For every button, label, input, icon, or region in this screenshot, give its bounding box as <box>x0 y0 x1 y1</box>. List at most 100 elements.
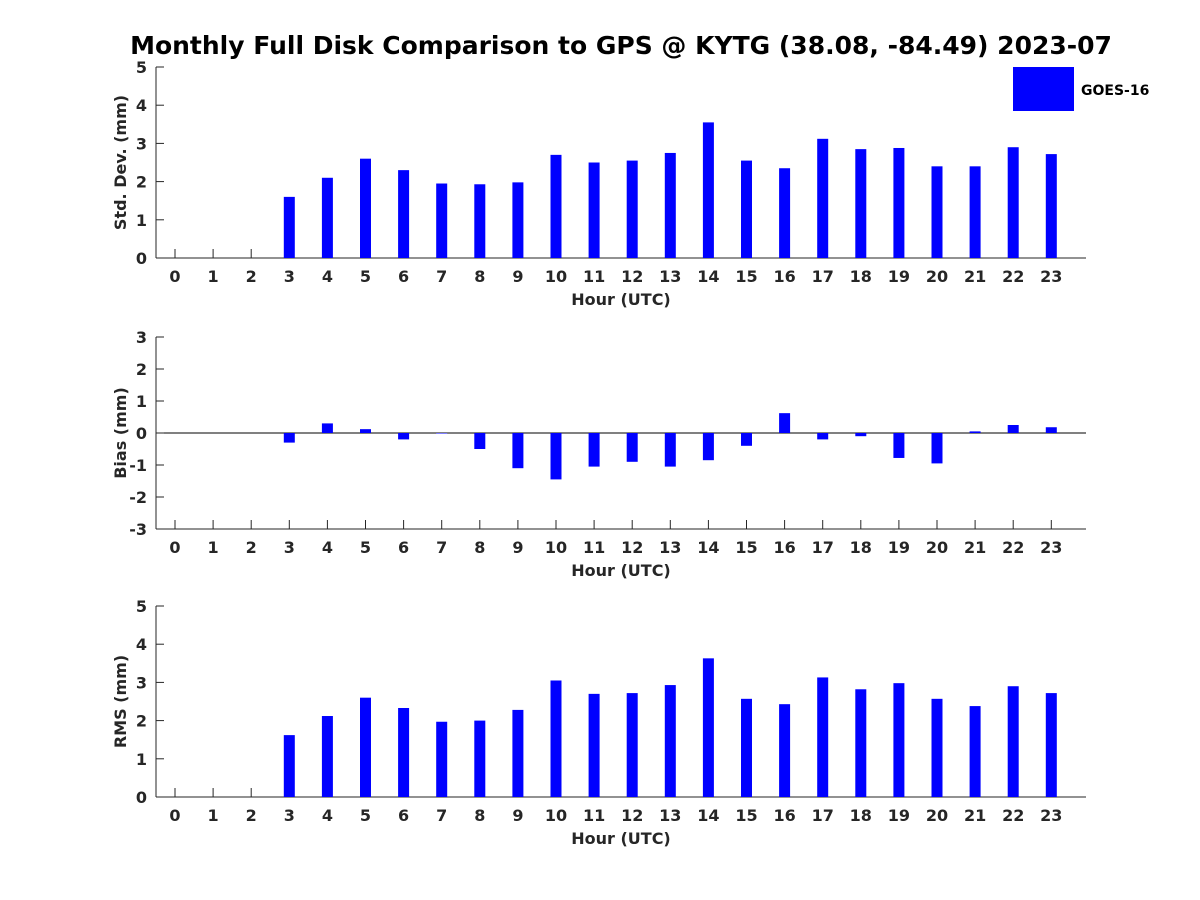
figure-title: Monthly Full Disk Comparison to GPS @ KY… <box>130 31 1112 60</box>
bias-bar-18 <box>855 433 867 437</box>
std-dev-bar-3 <box>283 196 295 258</box>
bias-bar-17 <box>817 433 829 440</box>
y-tick-label: 2 <box>136 360 147 379</box>
rms-bar-8 <box>474 720 486 797</box>
y-tick-label: 1 <box>136 211 147 230</box>
x-tick-label: 9 <box>512 806 523 825</box>
std-dev-bar-13 <box>664 152 676 258</box>
x-tick-label: 16 <box>773 806 795 825</box>
x-tick-label: 23 <box>1040 267 1062 286</box>
rms-bar-15 <box>741 698 752 797</box>
bias-bar-4 <box>321 423 333 433</box>
x-axis-label: Hour (UTC) <box>571 829 671 848</box>
legend-label-goes16: GOES-16 <box>1081 83 1149 99</box>
std-dev-bar-21 <box>969 166 981 258</box>
rms-bar-20 <box>931 698 943 797</box>
x-tick-label: 20 <box>926 538 948 557</box>
rms-bar-13 <box>664 685 676 797</box>
std-dev-bar-18 <box>855 149 867 258</box>
x-tick-label: 10 <box>545 806 567 825</box>
x-tick-label: 2 <box>246 806 257 825</box>
bias-bar-21 <box>969 431 981 433</box>
y-tick-label: 1 <box>136 750 147 769</box>
x-tick-label: 13 <box>659 806 681 825</box>
std-dev-bar-9 <box>512 182 524 258</box>
legend-swatch-goes16 <box>1013 67 1074 111</box>
x-tick-label: 12 <box>621 267 643 286</box>
std-dev-bar-5 <box>360 158 371 258</box>
bias-bar-11 <box>588 433 600 467</box>
y-tick-label: 0 <box>136 249 147 268</box>
bias-bar-15 <box>741 433 752 446</box>
x-tick-label: 4 <box>322 267 333 286</box>
x-tick-label: 14 <box>697 806 719 825</box>
x-tick-label: 10 <box>545 267 567 286</box>
x-tick-label: 11 <box>583 267 605 286</box>
x-tick-label: 20 <box>926 806 948 825</box>
bias-bar-16 <box>779 413 791 433</box>
y-axis-label: Bias (mm) <box>111 387 130 479</box>
x-tick-label: 18 <box>850 806 872 825</box>
x-tick-label: 5 <box>360 267 371 286</box>
x-axis-label: Hour (UTC) <box>571 290 671 309</box>
x-tick-label: 9 <box>512 267 523 286</box>
x-tick-label: 17 <box>812 806 834 825</box>
x-tick-label: 22 <box>1002 806 1024 825</box>
x-tick-label: 16 <box>773 538 795 557</box>
x-tick-label: 15 <box>735 806 757 825</box>
x-tick-label: 23 <box>1040 806 1062 825</box>
rms-bar-7 <box>436 721 448 797</box>
std-dev-bar-4 <box>321 177 333 258</box>
x-tick-label: 18 <box>850 538 872 557</box>
y-tick-label: 3 <box>136 328 147 347</box>
x-tick-label: 17 <box>812 267 834 286</box>
x-tick-label: 21 <box>964 806 986 825</box>
y-tick-label: 2 <box>136 173 147 192</box>
x-tick-label: 21 <box>964 538 986 557</box>
x-tick-label: 8 <box>474 267 485 286</box>
std-dev-bar-11 <box>588 162 600 258</box>
std-dev-bar-17 <box>817 138 829 258</box>
x-tick-label: 13 <box>659 538 681 557</box>
bias-bar-9 <box>512 433 524 469</box>
rms-bar-18 <box>855 689 867 797</box>
x-tick-label: 2 <box>246 267 257 286</box>
x-tick-label: 11 <box>583 806 605 825</box>
x-tick-label: 11 <box>583 538 605 557</box>
x-tick-label: 14 <box>697 538 719 557</box>
std-dev-bar-23 <box>1045 154 1057 258</box>
x-tick-label: 19 <box>888 538 910 557</box>
bias-bar-13 <box>664 433 676 467</box>
x-tick-label: 8 <box>474 538 485 557</box>
x-tick-label: 15 <box>735 267 757 286</box>
rms-bar-11 <box>588 693 600 797</box>
y-tick-label: 1 <box>136 392 147 411</box>
std-dev-bar-12 <box>626 160 638 258</box>
x-tick-label: 4 <box>322 538 333 557</box>
bias-bar-20 <box>931 433 943 464</box>
x-tick-label: 10 <box>545 538 567 557</box>
x-tick-label: 8 <box>474 806 485 825</box>
rms-bar-17 <box>817 677 829 797</box>
x-tick-label: 22 <box>1002 267 1024 286</box>
y-axis-label: Std. Dev. (mm) <box>111 95 130 230</box>
std-dev-bar-20 <box>931 166 943 258</box>
x-tick-label: 0 <box>169 806 180 825</box>
x-tick-label: 3 <box>284 538 295 557</box>
y-tick-label: 5 <box>136 58 147 77</box>
bias-bar-12 <box>626 433 638 462</box>
std-dev-bar-22 <box>1007 147 1019 258</box>
std-dev-bar-7 <box>436 183 448 258</box>
y-tick-label: -2 <box>129 488 147 507</box>
std-dev-bar-15 <box>741 160 752 258</box>
rms-bar-5 <box>360 697 371 797</box>
x-tick-label: 12 <box>621 538 643 557</box>
x-tick-label: 15 <box>735 538 757 557</box>
x-tick-label: 17 <box>812 538 834 557</box>
x-tick-label: 7 <box>436 538 447 557</box>
std-dev-bar-19 <box>893 147 905 258</box>
rms-bar-10 <box>550 680 562 797</box>
